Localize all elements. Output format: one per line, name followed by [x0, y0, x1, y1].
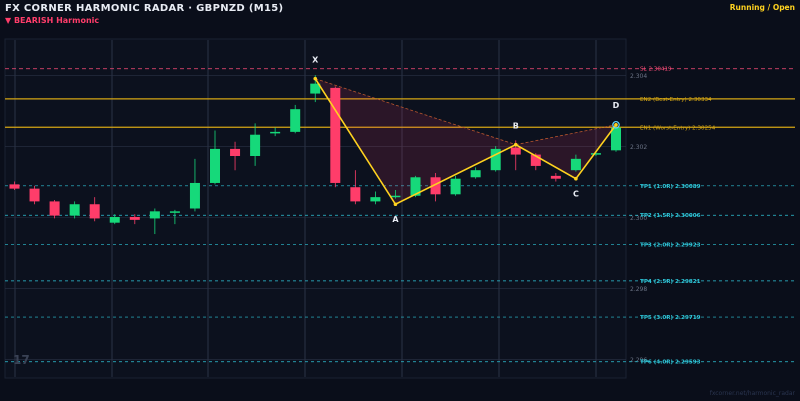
status-badge: Running / Open	[729, 3, 795, 12]
candle-body	[330, 87, 341, 183]
candle-body	[530, 154, 541, 166]
candle-body	[350, 187, 361, 202]
candle[interactable]	[290, 104, 301, 134]
candle[interactable]	[49, 199, 60, 219]
candle-body	[390, 195, 401, 198]
candle[interactable]	[210, 130, 220, 185]
pattern-label-a: A	[392, 215, 399, 224]
candle[interactable]	[570, 154, 581, 172]
candle[interactable]	[109, 214, 120, 225]
candle-body	[611, 127, 621, 151]
candle-body	[189, 182, 200, 209]
candle-body	[370, 197, 381, 202]
candle[interactable]	[550, 173, 561, 182]
candle[interactable]	[611, 124, 621, 152]
pattern-point-x	[313, 76, 318, 81]
candle[interactable]	[470, 167, 481, 179]
candle-body	[49, 201, 60, 216]
candle[interactable]	[129, 214, 140, 225]
candle-body	[590, 153, 601, 155]
pattern-direction-label: ▼ BEARISH Harmonic	[5, 16, 100, 25]
candle[interactable]	[69, 201, 80, 219]
candle[interactable]	[450, 175, 461, 196]
candle-body	[310, 83, 321, 94]
candle[interactable]	[370, 191, 381, 205]
candle[interactable]	[270, 127, 281, 137]
candle-body	[570, 158, 581, 171]
candle-body	[510, 147, 521, 155]
candle[interactable]	[250, 123, 261, 166]
y-tick-label: 2.304	[630, 73, 647, 80]
candle[interactable]	[89, 197, 100, 222]
level-label-sl: SL 2.30419	[640, 67, 672, 73]
candle-body	[410, 177, 421, 196]
triangle-xab	[315, 78, 516, 205]
candle-body	[470, 170, 481, 178]
y-axis-ticks: 2.304 2.302 2.300 2.298 2.296	[630, 73, 647, 364]
candle-body	[250, 134, 261, 156]
level-label-tp: TP4 (2.5R) 2.29821	[640, 279, 701, 285]
level-label-entry: EN2 (Best-Entry) 2.30334	[640, 97, 712, 103]
candle-body	[210, 148, 220, 183]
candle[interactable]	[490, 146, 501, 172]
candle[interactable]	[189, 158, 200, 212]
candle-body	[129, 217, 140, 220]
pattern-lines	[313, 76, 620, 207]
level-label-tp: TP3 (2.0R) 2.29923	[640, 243, 701, 249]
pattern-point-d	[614, 122, 618, 127]
triangle-bcd	[515, 124, 616, 179]
y-tick-label: 2.296	[630, 357, 647, 364]
candle-body	[450, 178, 461, 195]
y-tick-label: 2.302	[630, 144, 647, 151]
candle-body	[109, 217, 120, 223]
level-label-tp: TP6 (4.0R) 2.29593	[640, 360, 701, 366]
pattern-point-c	[574, 176, 578, 181]
candle-body	[290, 109, 301, 132]
candle[interactable]	[29, 185, 40, 205]
candle-body	[169, 211, 180, 213]
pattern-point-b	[513, 142, 518, 147]
candle-body	[149, 211, 160, 219]
vertical-gridlines	[14, 40, 597, 377]
candle-body	[270, 131, 281, 134]
level-label-tp: TP5 (3.0R) 2.29719	[640, 315, 701, 321]
candles	[9, 75, 621, 235]
candle[interactable]	[169, 209, 180, 225]
pattern-label-c: C	[573, 190, 579, 199]
candle-body	[69, 204, 80, 216]
level-label-entry: EN1 (Worst-Entry) 2.30254	[640, 125, 716, 131]
candle-body	[550, 175, 561, 179]
d-point-ring	[612, 120, 620, 129]
candle-body	[490, 148, 501, 171]
level-label-tp: TP1 (1.0R) 2.30089	[640, 184, 701, 190]
chart-title: FX CORNER HARMONIC RADAR · GBPNZD (M15)	[5, 3, 284, 14]
xb-dashed-line	[315, 78, 516, 146]
y-tick-label: 2.298	[630, 286, 647, 293]
trade-levels: SL 2.30419 EN2 (Best-Entry) 2.30334 EN1 (W…	[5, 67, 795, 366]
candle-body	[89, 204, 100, 219]
bd-dashed-line	[515, 124, 617, 146]
pattern-point-labels: X A B C D	[312, 56, 620, 225]
pattern-label-x: X	[312, 56, 319, 65]
watermark-text: 17	[13, 353, 30, 367]
pattern-triangles	[315, 78, 617, 205]
candle[interactable]	[430, 173, 441, 202]
candle[interactable]	[390, 190, 401, 199]
candle-body	[230, 148, 241, 156]
candle-body	[430, 177, 441, 195]
candle-body	[29, 188, 40, 202]
pattern-label-d: D	[613, 101, 620, 110]
candle[interactable]	[9, 181, 20, 191]
candle[interactable]	[330, 86, 341, 188]
pattern-label-b: B	[513, 122, 519, 131]
level-label-tp: TP2 (1.5R) 2.30006	[640, 213, 701, 219]
footer-url: fxcorner.net/harmonic_radar	[709, 390, 795, 397]
y-tick-label: 2.300	[630, 215, 647, 222]
candle[interactable]	[149, 208, 160, 235]
candle-body	[9, 184, 20, 189]
pattern-point-a	[393, 202, 398, 207]
candle[interactable]	[350, 170, 361, 205]
candle[interactable]	[230, 141, 241, 171]
